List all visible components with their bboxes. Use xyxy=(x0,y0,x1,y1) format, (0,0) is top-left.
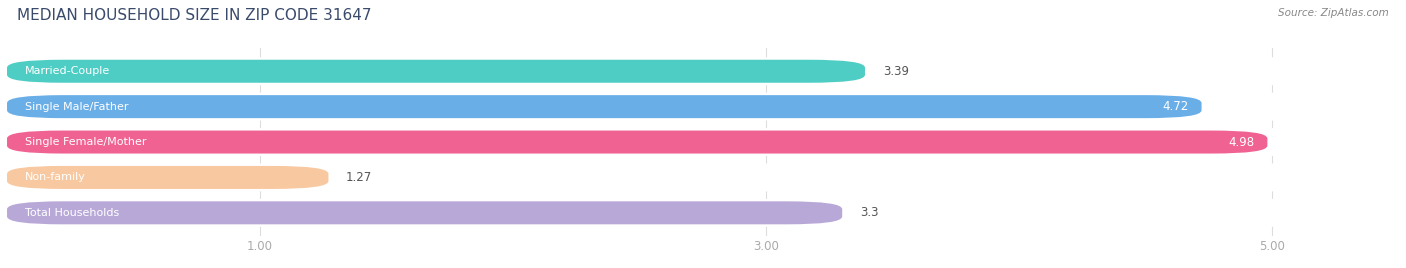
FancyBboxPatch shape xyxy=(7,60,865,83)
Text: Total Households: Total Households xyxy=(25,208,120,218)
Text: Source: ZipAtlas.com: Source: ZipAtlas.com xyxy=(1278,8,1389,18)
FancyBboxPatch shape xyxy=(7,199,1399,227)
FancyBboxPatch shape xyxy=(7,95,1202,118)
Text: Married-Couple: Married-Couple xyxy=(25,66,110,76)
Text: Single Male/Father: Single Male/Father xyxy=(25,102,128,112)
FancyBboxPatch shape xyxy=(7,131,1267,154)
Text: 4.98: 4.98 xyxy=(1229,136,1254,148)
FancyBboxPatch shape xyxy=(7,166,329,189)
Text: Single Female/Mother: Single Female/Mother xyxy=(25,137,146,147)
FancyBboxPatch shape xyxy=(7,163,1399,191)
FancyBboxPatch shape xyxy=(7,57,1399,85)
Text: 3.39: 3.39 xyxy=(883,65,908,78)
FancyBboxPatch shape xyxy=(7,128,1399,156)
FancyBboxPatch shape xyxy=(7,201,842,224)
Text: MEDIAN HOUSEHOLD SIZE IN ZIP CODE 31647: MEDIAN HOUSEHOLD SIZE IN ZIP CODE 31647 xyxy=(17,8,371,23)
Text: 4.72: 4.72 xyxy=(1163,100,1189,113)
Text: 3.3: 3.3 xyxy=(860,206,879,219)
Text: Non-family: Non-family xyxy=(25,172,86,183)
FancyBboxPatch shape xyxy=(7,93,1399,121)
Text: 1.27: 1.27 xyxy=(346,171,373,184)
